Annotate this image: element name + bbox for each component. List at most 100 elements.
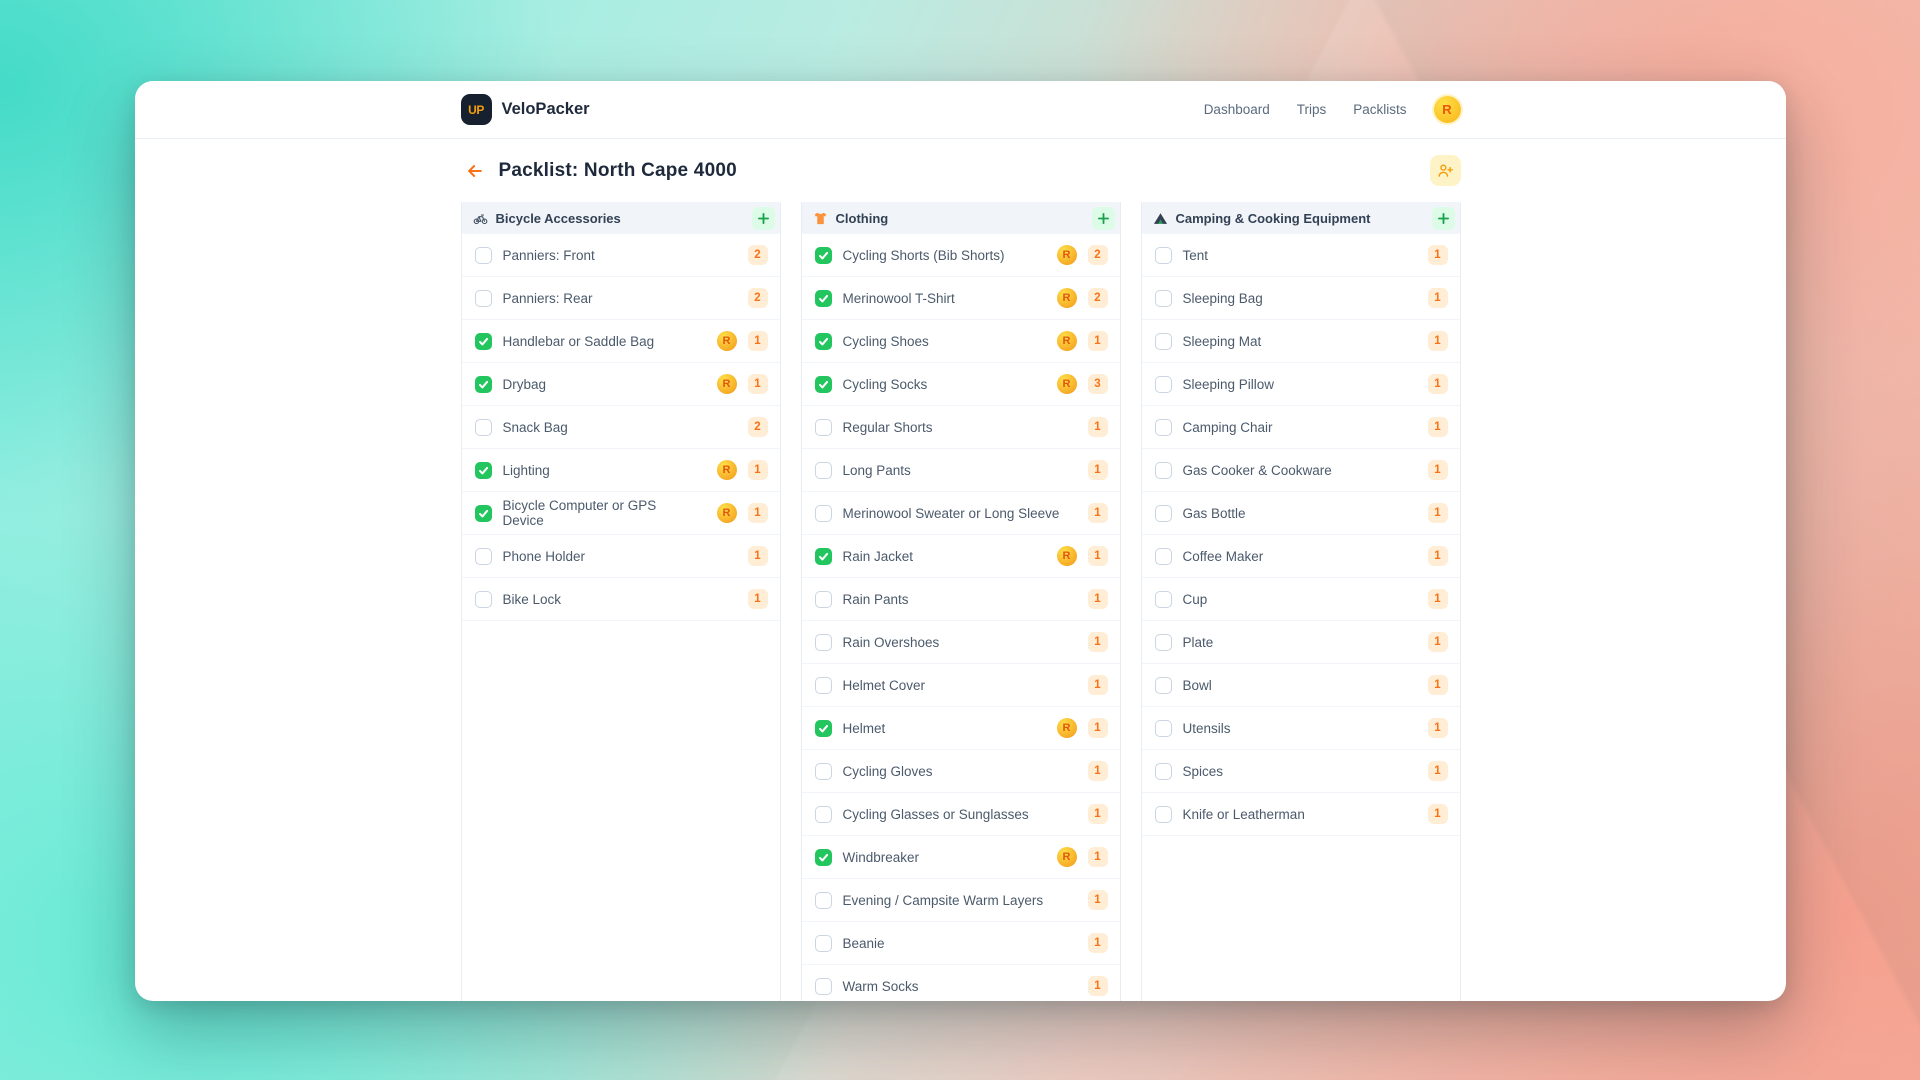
list-item[interactable]: Rain Jacket R 1 (801, 535, 1120, 578)
back-button[interactable] (461, 157, 489, 185)
item-checkbox[interactable] (814, 504, 832, 522)
list-item[interactable]: Cycling Glasses or Sunglasses 1 (801, 793, 1120, 836)
quantity-badge: 1 (1427, 460, 1448, 480)
item-checkbox[interactable] (474, 418, 492, 436)
list-item[interactable]: Windbreaker R 1 (801, 836, 1120, 879)
list-item[interactable]: Drybag R 1 (461, 363, 780, 406)
item-checkbox[interactable] (1154, 590, 1172, 608)
nav-link[interactable]: Packlists (1353, 102, 1407, 117)
user-avatar[interactable]: R (1433, 96, 1461, 123)
list-item[interactable]: Evening / Campsite Warm Layers 1 (801, 879, 1120, 922)
list-item[interactable]: Camping Chair 1 (1141, 406, 1460, 449)
list-item[interactable]: Merinowool T-Shirt R 2 (801, 277, 1120, 320)
nav-link[interactable]: Trips (1296, 102, 1327, 117)
item-checkbox[interactable] (814, 934, 832, 952)
list-item[interactable]: Bowl 1 (1141, 664, 1460, 707)
item-checkbox[interactable] (1154, 547, 1172, 565)
item-checkbox[interactable] (814, 461, 832, 479)
item-checkbox[interactable] (1154, 418, 1172, 436)
item-checkbox[interactable] (1154, 246, 1172, 264)
list-item[interactable]: Gas Bottle 1 (1141, 492, 1460, 535)
item-label: Rain Pants (842, 591, 909, 607)
list-item[interactable]: Cycling Shoes R 1 (801, 320, 1120, 363)
add-item-button[interactable] (1431, 206, 1455, 230)
item-checkbox[interactable] (1154, 332, 1172, 350)
list-item[interactable]: Merinowool Sweater or Long Sleeve 1 (801, 492, 1120, 535)
item-checkbox[interactable] (474, 461, 492, 479)
item-checkbox[interactable] (814, 719, 832, 737)
item-checkbox[interactable] (474, 547, 492, 565)
list-item[interactable]: Helmet R 1 (801, 707, 1120, 750)
item-checkbox[interactable] (814, 891, 832, 909)
item-checkbox[interactable] (814, 762, 832, 780)
item-checkbox[interactable] (1154, 375, 1172, 393)
item-checkbox[interactable] (1154, 504, 1172, 522)
list-item[interactable]: Bicycle Computer or GPS Device R 1 (461, 492, 780, 535)
item-checkbox[interactable] (474, 504, 492, 522)
assignee-avatar: R (1056, 847, 1077, 867)
list-item[interactable]: Cycling Socks R 3 (801, 363, 1120, 406)
list-item[interactable]: Bike Lock 1 (461, 578, 780, 621)
app-brand[interactable]: UP VeloPacker (460, 94, 590, 125)
item-checkbox[interactable] (814, 418, 832, 436)
item-checkbox[interactable] (814, 805, 832, 823)
list-item[interactable]: Cycling Shorts (Bib Shorts) R 2 (801, 234, 1120, 277)
item-checkbox[interactable] (814, 289, 832, 307)
list-item[interactable]: Panniers: Rear 2 (461, 277, 780, 320)
item-checkbox[interactable] (814, 375, 832, 393)
item-checkbox[interactable] (1154, 633, 1172, 651)
item-checkbox[interactable] (814, 332, 832, 350)
item-checkbox[interactable] (1154, 289, 1172, 307)
item-checkbox[interactable] (814, 977, 832, 995)
item-checkbox[interactable] (1154, 676, 1172, 694)
list-item[interactable]: Coffee Maker 1 (1141, 535, 1460, 578)
list-item[interactable]: Regular Shorts 1 (801, 406, 1120, 449)
list-item[interactable]: Rain Overshoes 1 (801, 621, 1120, 664)
item-label: Handlebar or Saddle Bag (502, 333, 655, 349)
item-checkbox[interactable] (814, 676, 832, 694)
item-checkbox[interactable] (814, 633, 832, 651)
list-item[interactable]: Spices 1 (1141, 750, 1460, 793)
item-label: Gas Cooker & Cookware (1182, 462, 1332, 478)
nav-link[interactable]: Dashboard (1203, 102, 1270, 117)
item-checkbox[interactable] (474, 332, 492, 350)
item-checkbox[interactable] (1154, 762, 1172, 780)
item-checkbox[interactable] (474, 289, 492, 307)
assignee-avatar: R (716, 331, 737, 351)
list-item[interactable]: Cup 1 (1141, 578, 1460, 621)
list-item[interactable]: Sleeping Bag 1 (1141, 277, 1460, 320)
list-item[interactable]: Sleeping Mat 1 (1141, 320, 1460, 363)
item-checkbox[interactable] (1154, 719, 1172, 737)
list-item[interactable]: Plate 1 (1141, 621, 1460, 664)
list-item[interactable]: Cycling Gloves 1 (801, 750, 1120, 793)
list-item[interactable]: Lighting R 1 (461, 449, 780, 492)
list-item[interactable]: Utensils 1 (1141, 707, 1460, 750)
list-item[interactable]: Long Pants 1 (801, 449, 1120, 492)
list-item[interactable]: Tent 1 (1141, 234, 1460, 277)
item-checkbox[interactable] (1154, 461, 1172, 479)
list-item[interactable]: Knife or Leatherman 1 (1141, 793, 1460, 836)
list-item[interactable]: Helmet Cover 1 (801, 664, 1120, 707)
item-checkbox[interactable] (814, 246, 832, 264)
add-collaborator-button[interactable] (1429, 155, 1461, 186)
item-checkbox[interactable] (814, 848, 832, 866)
item-checkbox[interactable] (474, 246, 492, 264)
list-item[interactable]: Beanie 1 (801, 922, 1120, 965)
add-item-button[interactable] (1091, 206, 1115, 230)
list-item[interactable]: Warm Socks 1 (802, 965, 1120, 1001)
list-item[interactable]: Phone Holder 1 (461, 535, 780, 578)
item-checkbox[interactable] (474, 375, 492, 393)
item-checkbox[interactable] (814, 547, 832, 565)
list-item[interactable]: Sleeping Pillow 1 (1141, 363, 1460, 406)
list-item[interactable]: Gas Cooker & Cookware 1 (1141, 449, 1460, 492)
item-checkbox[interactable] (1154, 805, 1172, 823)
quantity-badge: 1 (1087, 546, 1108, 566)
list-item[interactable]: Snack Bag 2 (461, 406, 780, 449)
main-nav: Dashboard Trips Packlists R (1204, 96, 1461, 123)
item-checkbox[interactable] (474, 590, 492, 608)
list-item[interactable]: Handlebar or Saddle Bag R 1 (461, 320, 780, 363)
add-item-button[interactable] (751, 206, 775, 230)
list-item[interactable]: Panniers: Front 2 (461, 234, 780, 277)
item-checkbox[interactable] (814, 590, 832, 608)
list-item[interactable]: Rain Pants 1 (801, 578, 1120, 621)
